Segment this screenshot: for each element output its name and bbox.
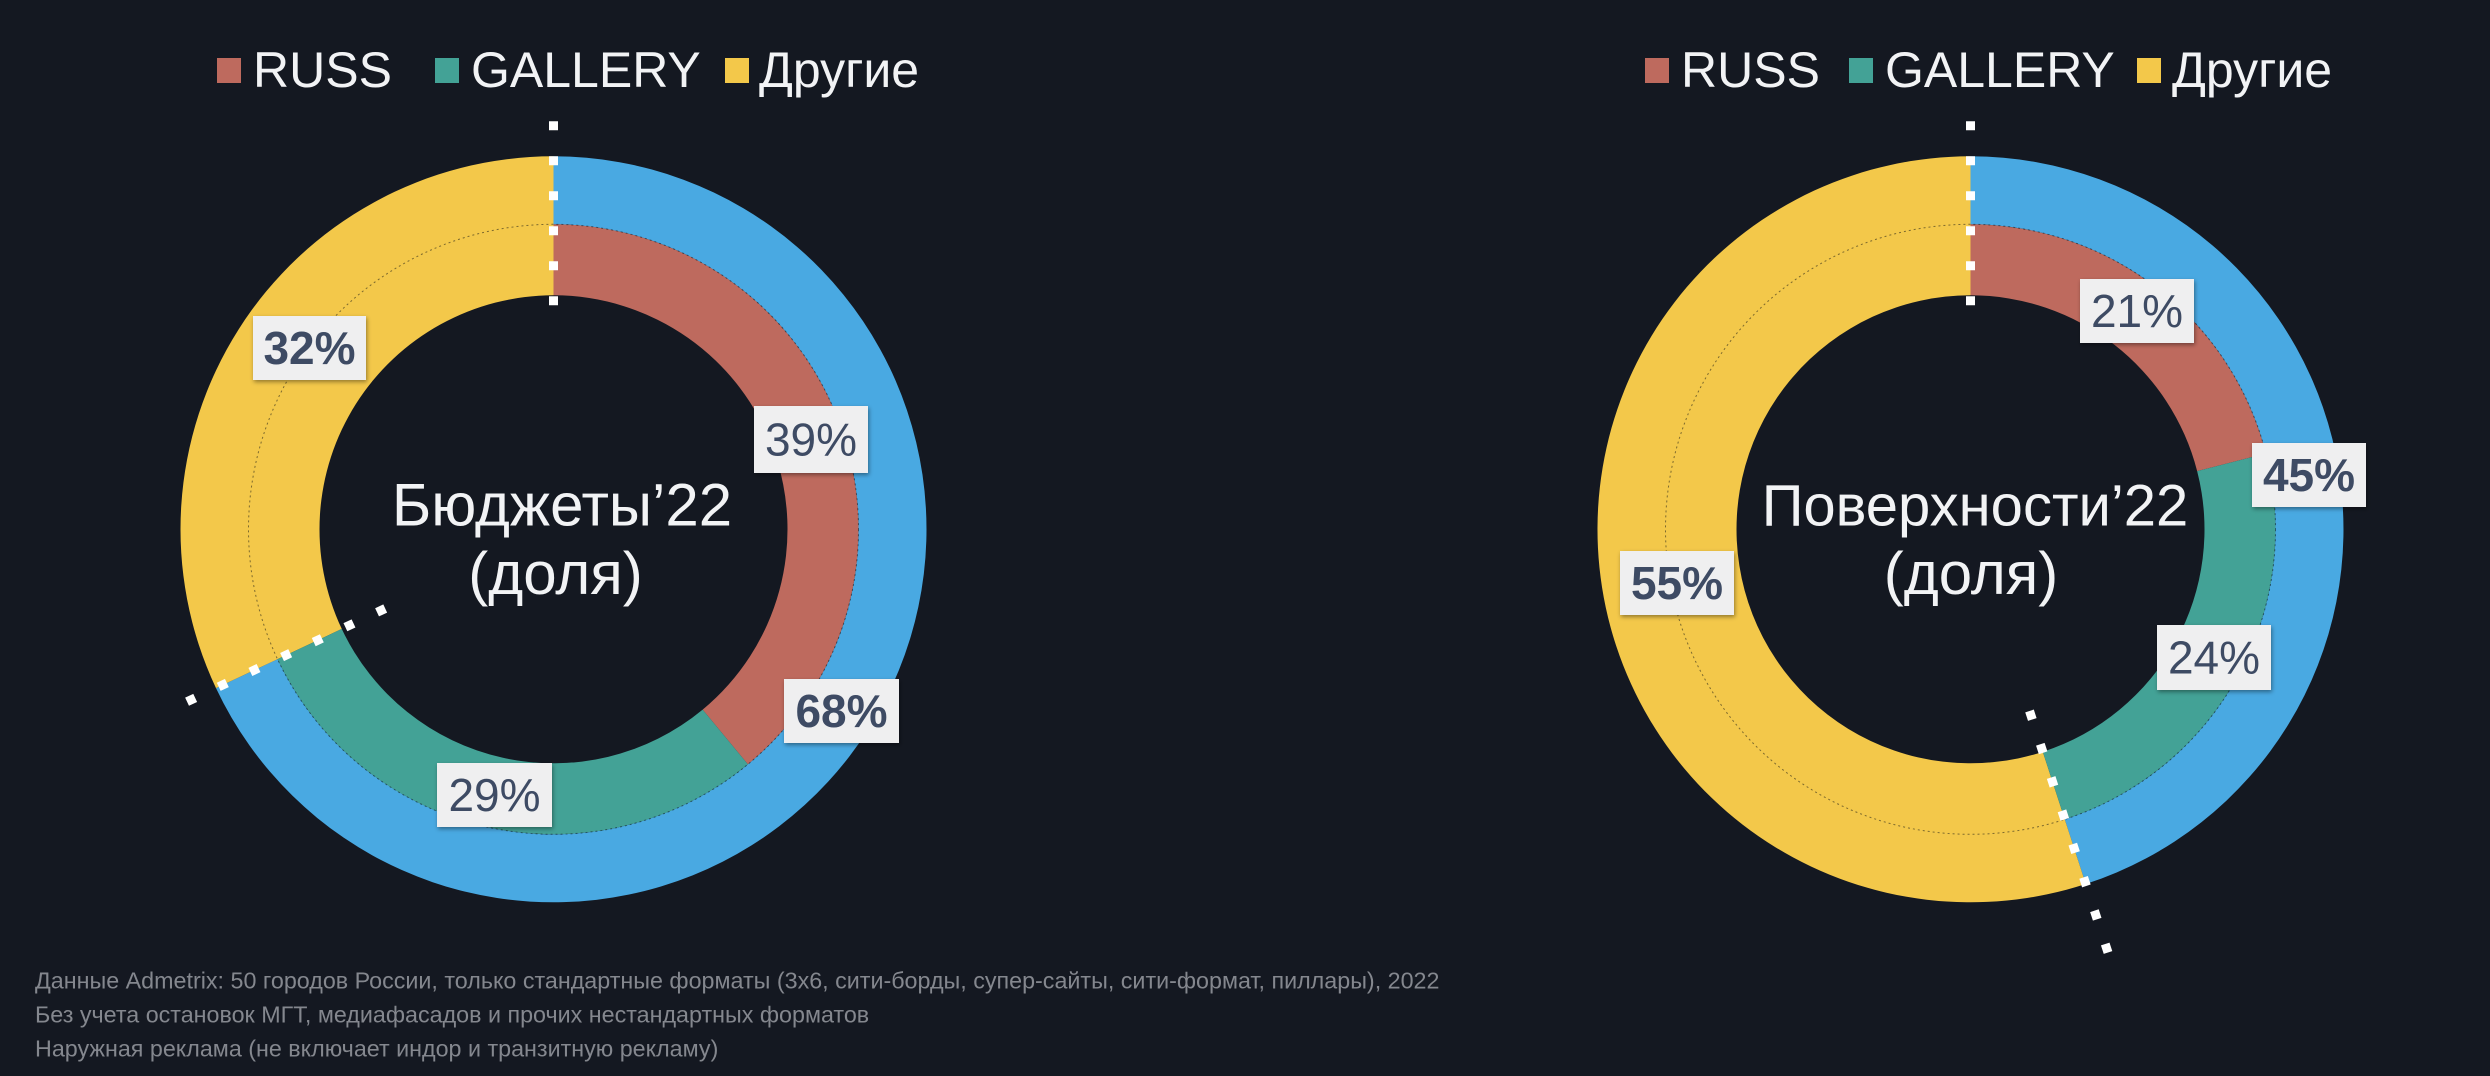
svg-text:Другие: Другие xyxy=(2172,42,2332,98)
svg-text:GALLERY: GALLERY xyxy=(471,42,701,98)
svg-text:RUSS: RUSS xyxy=(253,42,392,98)
svg-text:45%: 45% xyxy=(2263,449,2355,501)
svg-text:32%: 32% xyxy=(263,322,355,374)
svg-text:68%: 68% xyxy=(795,685,887,737)
svg-text:Данные Admetrix: 50 городов Ро: Данные Admetrix: 50 городов России, толь… xyxy=(35,968,1439,994)
svg-text:Другие: Другие xyxy=(759,42,919,98)
svg-text:RUSS: RUSS xyxy=(1681,42,1820,98)
svg-text:Бюджеты’22: Бюджеты’22 xyxy=(392,472,732,539)
svg-text:(доля): (доля) xyxy=(468,540,643,607)
svg-text:29%: 29% xyxy=(448,769,540,821)
svg-text:39%: 39% xyxy=(765,414,857,466)
svg-text:Без учета остановок МГТ, медиа: Без учета остановок МГТ, медиафасадов и … xyxy=(35,1002,869,1028)
svg-text:24%: 24% xyxy=(2168,632,2260,684)
svg-text:55%: 55% xyxy=(1631,557,1723,609)
svg-text:Поверхности’22: Поверхности’22 xyxy=(1762,474,2189,539)
svg-text:Наружная реклама (не включает: Наружная реклама (не включает индор и тр… xyxy=(35,1036,718,1062)
svg-text:21%: 21% xyxy=(2091,285,2183,337)
svg-text:(доля): (доля) xyxy=(1884,540,2059,607)
svg-text:GALLERY: GALLERY xyxy=(1885,42,2115,98)
